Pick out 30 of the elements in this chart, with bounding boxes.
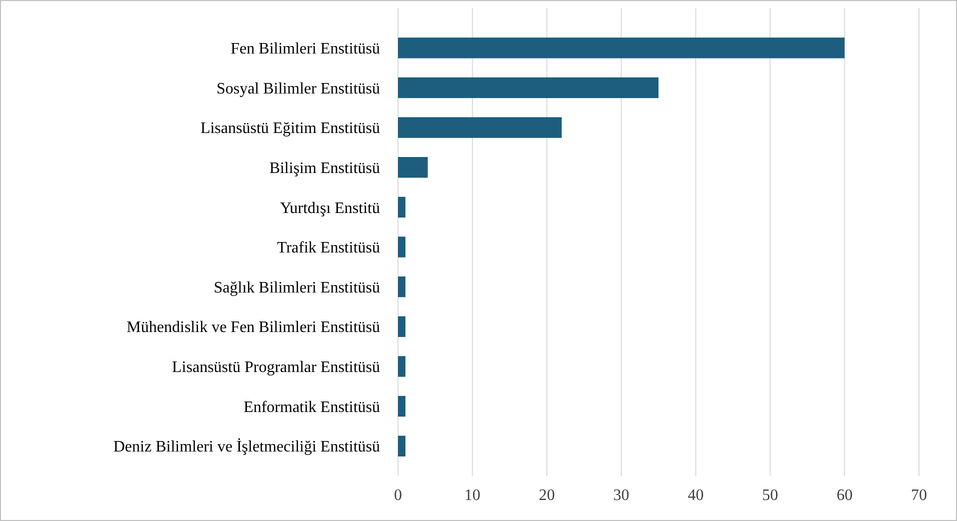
bar — [398, 276, 406, 298]
y-tick-label: Sosyal Bilimler Enstitüsü — [216, 80, 380, 98]
x-tick-label: 50 — [762, 487, 778, 504]
y-tick-label: Bilişim Enstitüsü — [269, 160, 380, 177]
y-tick-label: Fen Bilimleri Enstitüsü — [230, 40, 380, 58]
y-tick-label: Lisansüstü Eğitim Enstitüsü — [200, 120, 380, 138]
x-tick-label: 60 — [836, 487, 853, 504]
bar — [398, 356, 406, 377]
x-tick-label: 20 — [538, 487, 555, 504]
bar — [398, 38, 845, 58]
bar — [398, 236, 406, 258]
bar — [398, 316, 406, 337]
x-tick-label: 30 — [613, 487, 630, 504]
y-tick-label: Trafik Enstitüsü — [277, 240, 380, 257]
x-tick-label: 10 — [464, 487, 480, 504]
y-tick-label: Yurtdışı Enstitü — [280, 200, 380, 217]
y-tick-label: Lisansüstü Programlar Enstitüsü — [172, 359, 380, 376]
y-tick-label: Enformatik Enstitüsü — [244, 398, 380, 416]
y-tick-label: Deniz Bilimleri ve İşletmeciliği Enstitüsü — [113, 438, 380, 456]
bar — [398, 157, 428, 178]
x-tick-label: 40 — [688, 487, 704, 504]
y-tick-label: Sağlık Bilimleri Enstitüsü — [214, 279, 380, 296]
bar — [398, 196, 406, 218]
y-tick-label: Mühendislik ve Fen Bilimleri Enstitüsü — [126, 319, 380, 336]
x-tick-label: 0 — [394, 487, 402, 504]
x-tick-label: 70 — [911, 487, 927, 504]
bar — [398, 117, 562, 138]
bar — [398, 77, 658, 98]
bar — [398, 436, 406, 456]
bar — [398, 396, 406, 417]
